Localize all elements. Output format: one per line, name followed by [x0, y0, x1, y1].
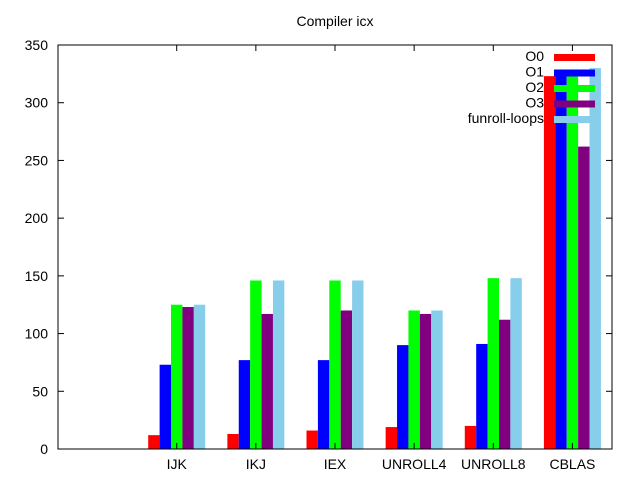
y-tick-label: 0 — [40, 441, 48, 457]
y-tick-label: 250 — [25, 152, 49, 168]
legend-label: O1 — [525, 64, 544, 80]
legend-swatch — [554, 116, 595, 123]
bar-ikj-o1 — [238, 360, 251, 449]
x-tick-label: UNROLL4 — [382, 456, 447, 472]
chart-title: Compiler icx — [296, 13, 373, 29]
bar-ijk-o0 — [148, 435, 160, 449]
y-tick-label: 300 — [25, 95, 49, 111]
y-tick-label: 200 — [25, 210, 49, 226]
legend-label: O3 — [525, 95, 544, 111]
bar-unroll4-o0 — [385, 427, 398, 449]
bar-ikj-o0 — [227, 433, 239, 449]
bar-cblas-o3 — [578, 146, 590, 449]
x-tick-label: UNROLL8 — [461, 456, 526, 472]
x-tick-label: CBLAS — [549, 456, 595, 472]
bar-unroll8-o3 — [498, 319, 511, 449]
bar-cblas-o0 — [543, 76, 556, 449]
legend-label: funroll-loops — [468, 110, 544, 126]
bar-unroll4-o3 — [419, 313, 432, 449]
bar-unroll8-funroll-loops — [510, 278, 522, 449]
legend-label: O0 — [525, 48, 544, 64]
bar-unroll8-o0 — [464, 425, 477, 449]
bar-ijk-o1 — [159, 364, 172, 449]
legend-swatch — [554, 100, 595, 108]
bar-iex-o3 — [340, 310, 353, 449]
x-tick-label: IKJ — [246, 456, 266, 472]
legend-label: O2 — [525, 79, 544, 95]
x-tick-label: IEX — [324, 456, 347, 472]
bar-iex-o0 — [306, 430, 318, 449]
legend-swatch — [554, 54, 595, 61]
y-tick-label: 100 — [25, 326, 49, 342]
bar-iex-o2 — [329, 280, 341, 449]
bar-unroll4-o2 — [408, 310, 420, 449]
legend-swatch — [554, 85, 595, 92]
bar-unroll4-funroll-loops — [431, 310, 443, 449]
bar-iex-funroll-loops — [352, 280, 364, 449]
y-tick-label: 350 — [25, 37, 49, 53]
bars-layer — [148, 68, 601, 449]
legend-swatch — [554, 69, 595, 77]
bar-cblas-o2 — [566, 76, 579, 449]
bar-ikj-o2 — [250, 280, 262, 449]
bar-ikj-funroll-loops — [272, 280, 285, 449]
bar-ikj-o3 — [261, 313, 273, 449]
bar-ijk-funroll-loops — [193, 304, 206, 449]
bar-ijk-o3 — [182, 307, 194, 449]
bar-cblas-o1 — [555, 76, 567, 449]
x-axis-ticks: IJK IKJ IEX UNROLL4 UNROLL8 CBLAS — [167, 45, 595, 472]
bar-unroll8-o1 — [476, 343, 488, 449]
y-tick-label: 150 — [25, 268, 49, 284]
bar-iex-o1 — [317, 360, 330, 449]
bar-unroll4-o1 — [397, 345, 409, 449]
x-tick-label: IJK — [167, 456, 188, 472]
bar-ijk-o2 — [171, 304, 183, 449]
plot-frame — [57, 44, 613, 450]
y-axis-ticks: 0 50 100 150 200 250 300 350 — [25, 37, 612, 457]
bar-cblas-funroll-loops — [589, 68, 601, 449]
bar-unroll8-o2 — [487, 278, 499, 449]
y-tick-label: 50 — [32, 383, 48, 399]
